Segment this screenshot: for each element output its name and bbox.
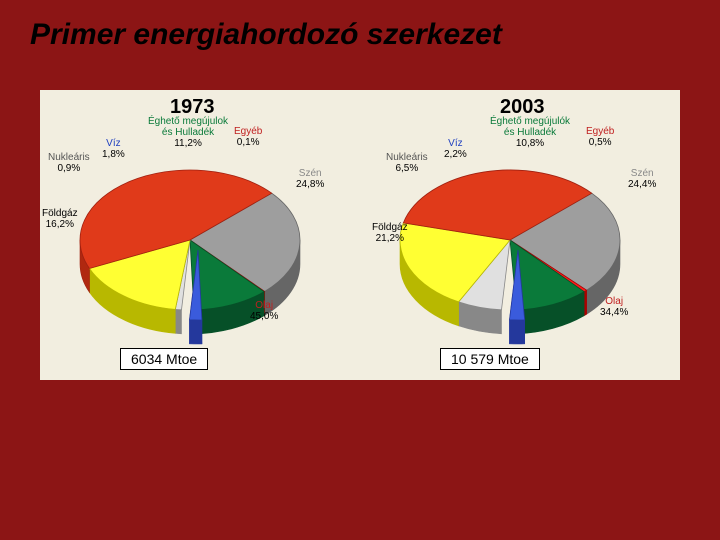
slice-label: Földgáz16,2% bbox=[42, 208, 78, 230]
panel-2003: 2003 Szén24,4%Egyéb0,5%Éghető megújulóké… bbox=[360, 90, 680, 380]
slice-label: Éghető megújulokés Hulladék11,2% bbox=[148, 116, 228, 149]
slice-label: Nukleáris0,9% bbox=[48, 152, 90, 174]
slice-label: Szén24,4% bbox=[628, 168, 656, 190]
slice-label: Olaj34,4% bbox=[600, 296, 628, 318]
slice-label: Víz1,8% bbox=[102, 138, 125, 160]
slice-label: Földgáz21,2% bbox=[372, 222, 408, 244]
slice-label: Olaj45,0% bbox=[250, 300, 278, 322]
slice-label: Egyéb0,5% bbox=[586, 126, 614, 148]
slide-title: Primer energiahordozó szerkezet bbox=[0, 0, 720, 52]
slice-label: Egyéb0,1% bbox=[234, 126, 262, 148]
slice-label: Szén24,8% bbox=[296, 168, 324, 190]
total-1973: 6034 Mtoe bbox=[120, 348, 208, 370]
slice-label: Nukleáris6,5% bbox=[386, 152, 428, 174]
panel-1973: 1973 Szén24,8%Egyéb0,1%Éghető megújuloké… bbox=[40, 90, 360, 380]
pie-2003 bbox=[380, 160, 660, 369]
slice-label: Víz2,2% bbox=[444, 138, 467, 160]
chart-area: 1973 Szén24,8%Egyéb0,1%Éghető megújuloké… bbox=[40, 90, 680, 380]
slice-label: Éghető megújulókés Hulladék10,8% bbox=[490, 116, 570, 149]
total-2003: 10 579 Mtoe bbox=[440, 348, 540, 370]
pie-1973 bbox=[60, 160, 340, 369]
